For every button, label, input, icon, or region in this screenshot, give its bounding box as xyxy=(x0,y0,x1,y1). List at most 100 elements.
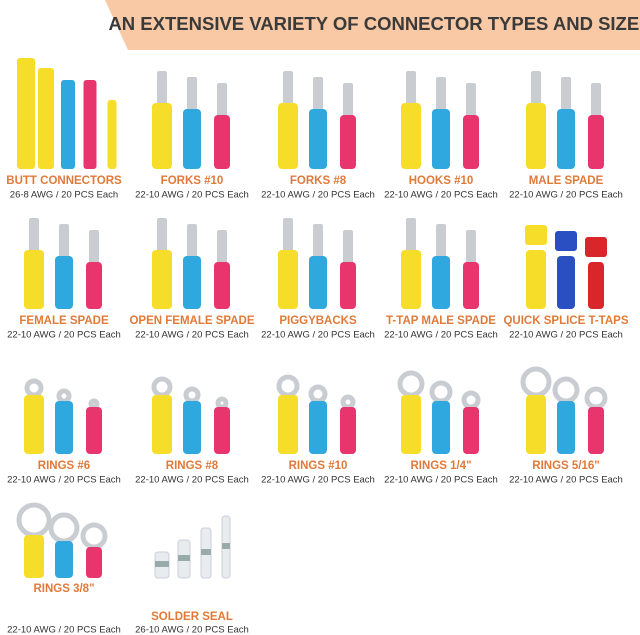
metal-terminal xyxy=(561,77,571,111)
connector-tube xyxy=(526,103,546,169)
connector-tube xyxy=(309,109,327,169)
metal-terminal xyxy=(406,218,416,252)
metal-terminal xyxy=(343,83,353,117)
ring-terminal xyxy=(429,380,453,404)
connector-tube xyxy=(24,395,44,454)
ring-terminal xyxy=(88,398,100,410)
ring-terminal xyxy=(80,522,108,550)
ring-terminal xyxy=(461,390,481,410)
connector-tube xyxy=(55,256,73,309)
connector-tube xyxy=(588,407,604,454)
connector-tube xyxy=(86,262,102,309)
connector-tube xyxy=(86,547,102,578)
connector-tube xyxy=(588,262,604,309)
item-name: RINGS #10 xyxy=(289,460,348,472)
item-name: MALE SPADE xyxy=(529,175,604,187)
connector-tube xyxy=(55,401,73,454)
item-spec: 22-10 AWG / 20 PCS Each xyxy=(7,475,121,486)
metal-terminal xyxy=(466,83,476,117)
metal-terminal xyxy=(157,218,167,252)
connector-tube xyxy=(463,407,479,454)
metal-terminal xyxy=(591,83,601,117)
metal-terminal xyxy=(217,83,227,117)
connector-tube xyxy=(152,395,172,454)
item-name: RINGS #6 xyxy=(38,460,90,472)
ring-terminal xyxy=(520,366,552,398)
item-spec: 26-8 AWG / 20 PCS Each xyxy=(10,190,118,201)
connector-tube xyxy=(432,401,450,454)
ring-terminal xyxy=(340,394,356,410)
ring-terminal xyxy=(151,376,173,398)
metal-terminal xyxy=(406,71,416,105)
connector-tube xyxy=(214,262,230,309)
connector-tube xyxy=(401,250,421,309)
splice-cap xyxy=(525,225,547,245)
connector-tube xyxy=(183,401,201,454)
connector-tube xyxy=(340,262,356,309)
metal-terminal xyxy=(217,230,227,264)
metal-terminal xyxy=(466,230,476,264)
metal-terminal xyxy=(59,224,69,258)
connector-tube xyxy=(432,256,450,309)
connector-tube xyxy=(463,262,479,309)
connector-tube xyxy=(557,109,575,169)
connector-tube xyxy=(38,68,54,169)
solder-band xyxy=(155,561,169,567)
item-spec: 22-10 AWG / 20 PCS Each xyxy=(261,330,375,341)
item-spec: 22-10 AWG / 20 PCS Each xyxy=(7,330,121,341)
connector-tube xyxy=(61,80,75,169)
ring-terminal xyxy=(56,388,72,404)
connector-tube xyxy=(152,250,172,309)
solder-band xyxy=(201,549,211,555)
item-spec: 22-10 AWG / 20 PCS Each xyxy=(384,190,498,201)
ring-terminal xyxy=(552,376,580,404)
metal-terminal xyxy=(187,77,197,111)
connector-tube xyxy=(86,407,102,454)
item-spec: 22-10 AWG / 20 PCS Each xyxy=(7,625,121,635)
solder-band xyxy=(178,555,190,561)
metal-terminal xyxy=(89,230,99,264)
connector-tube xyxy=(557,256,575,309)
connector-tube xyxy=(463,115,479,169)
header-banner xyxy=(105,0,640,50)
connector-tube xyxy=(340,407,356,454)
metal-terminal xyxy=(157,71,167,105)
metal-terminal xyxy=(187,224,197,258)
ring-terminal xyxy=(24,378,44,398)
metal-terminal xyxy=(313,224,323,258)
ring-terminal xyxy=(48,512,80,544)
connector-tube xyxy=(526,250,546,309)
item-name: FORKS #8 xyxy=(290,175,347,187)
item-spec: 22-10 AWG / 20 PCS Each xyxy=(261,475,375,486)
connector-tube xyxy=(557,401,575,454)
connector-tube xyxy=(278,395,298,454)
ring-terminal xyxy=(308,384,328,404)
connector-tube xyxy=(309,256,327,309)
metal-terminal xyxy=(531,71,541,105)
item-spec: 22-10 AWG / 20 PCS Each xyxy=(384,475,498,486)
item-name: SOLDER SEAL xyxy=(151,611,233,623)
metal-terminal xyxy=(436,77,446,111)
item-name: OPEN FEMALE SPADE xyxy=(129,315,254,327)
item-spec: 22-10 AWG / 20 PCS Each xyxy=(135,475,249,486)
connector-tube xyxy=(401,395,421,454)
connector-tube xyxy=(526,395,546,454)
item-spec: 22-10 AWG / 20 PCS Each xyxy=(509,190,623,201)
item-spec: 22-10 AWG / 20 PCS Each xyxy=(261,190,375,201)
connector-tube xyxy=(24,535,44,578)
metal-terminal xyxy=(313,77,323,111)
item-name: FEMALE SPADE xyxy=(19,315,109,327)
item-spec: 22-10 AWG / 20 PCS Each xyxy=(135,190,249,201)
item-name: BUTT CONNECTORS xyxy=(6,175,122,187)
ring-terminal xyxy=(584,386,608,410)
connector-tube xyxy=(183,256,201,309)
metal-terminal xyxy=(343,230,353,264)
connector-tube xyxy=(55,541,73,578)
connector-tube xyxy=(183,109,201,169)
item-name: RINGS 5/16" xyxy=(532,460,599,472)
solder-band xyxy=(222,543,230,549)
item-name: HOOKS #10 xyxy=(409,175,474,187)
ring-terminal xyxy=(183,386,201,404)
item-name: RINGS 3/8" xyxy=(33,583,94,595)
